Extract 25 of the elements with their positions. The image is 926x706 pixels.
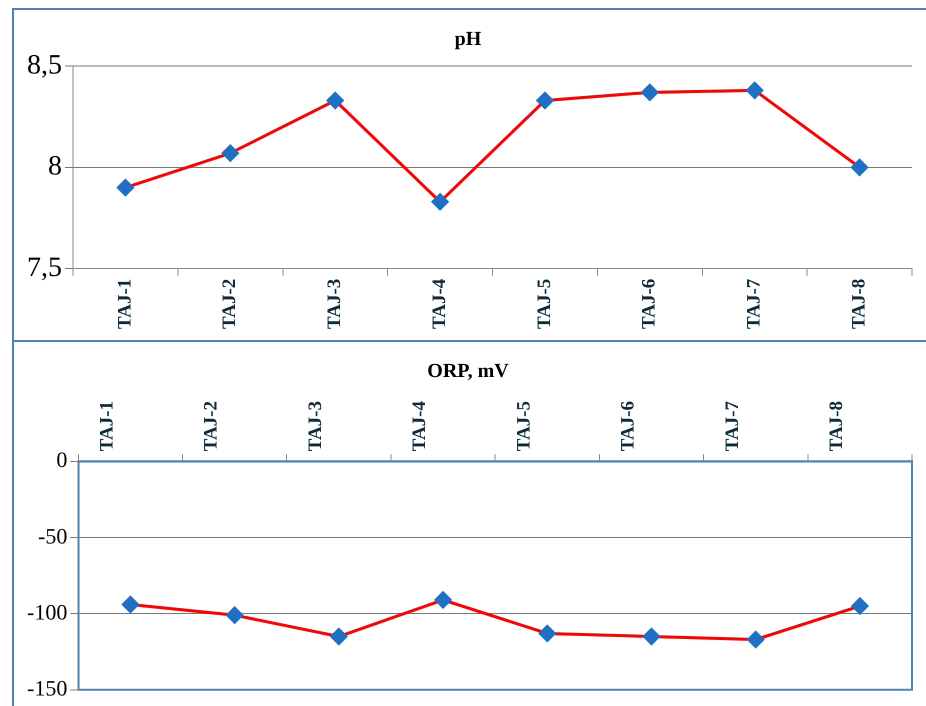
x-tick-label: TAJ-1 <box>96 401 118 452</box>
x-tick-label: TAJ-5 <box>534 278 555 329</box>
x-tick-label: TAJ-5 <box>513 401 534 452</box>
x-tick-label: TAJ-7 <box>744 278 765 329</box>
y-tick-label: 8 <box>48 150 62 182</box>
y-tick-label: -100 <box>27 599 68 624</box>
y-tick-label: 8,5 <box>27 49 62 80</box>
x-tick-label: TAJ-2 <box>219 278 240 329</box>
x-tick-label: TAJ-8 <box>848 278 870 329</box>
chart-title: pH <box>454 28 482 50</box>
x-tick-label: TAJ-7 <box>722 400 743 452</box>
y-tick-label: -50 <box>38 523 68 548</box>
y-tick-label: -150 <box>27 676 68 701</box>
x-tick-label: TAJ-4 <box>428 278 450 329</box>
x-tick-label: TAJ-6 <box>638 278 660 329</box>
x-tick-label: TAJ-8 <box>826 401 847 452</box>
x-tick-label: TAJ-3 <box>304 401 326 452</box>
y-tick-label: 0 <box>56 447 68 472</box>
x-tick-label: TAJ-2 <box>200 401 222 452</box>
x-tick-label: TAJ-1 <box>114 278 136 329</box>
x-tick-label: TAJ-6 <box>618 401 639 452</box>
x-tick-label: TAJ-3 <box>324 278 346 329</box>
chart-title: ORP, mV <box>427 360 510 382</box>
y-tick-label: 7,5 <box>27 252 62 284</box>
x-tick-label: TAJ-4 <box>409 400 430 452</box>
